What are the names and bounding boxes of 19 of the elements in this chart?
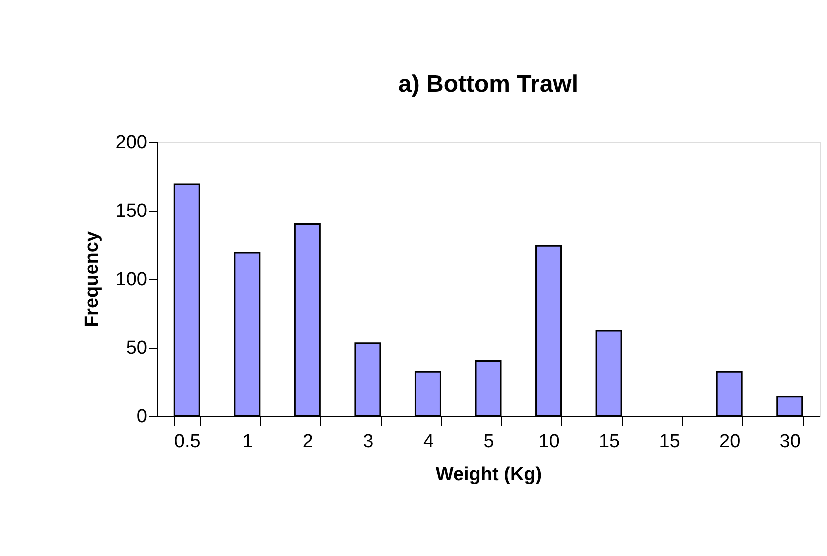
y-tick-label: 50 xyxy=(126,338,148,359)
x-tick-label: 4 xyxy=(423,432,434,452)
y-tick-label: 0 xyxy=(136,406,148,428)
x-tick-label: 20 xyxy=(720,432,741,452)
x-tick-label: 2 xyxy=(302,432,314,452)
y-tick-label: 200 xyxy=(116,132,148,154)
x-tick-label: 15 xyxy=(659,432,680,452)
x-tick-label: 3 xyxy=(363,432,374,452)
x-tick-label: 0.5 xyxy=(174,432,201,452)
x-tick-label: 10 xyxy=(538,432,560,452)
y-axis-title: Frequency xyxy=(82,231,103,328)
y-tick-label: 150 xyxy=(116,201,148,222)
y-tick-label: 100 xyxy=(116,270,148,290)
x-tick-label: 15 xyxy=(598,432,620,452)
x-tick-label: 1 xyxy=(242,432,254,452)
x-axis-title: Weight (Kg) xyxy=(436,464,542,486)
x-tick-label: 5 xyxy=(484,432,494,452)
chart-title: a) Bottom Trawl xyxy=(398,71,579,98)
x-tick-label: 30 xyxy=(780,432,801,452)
